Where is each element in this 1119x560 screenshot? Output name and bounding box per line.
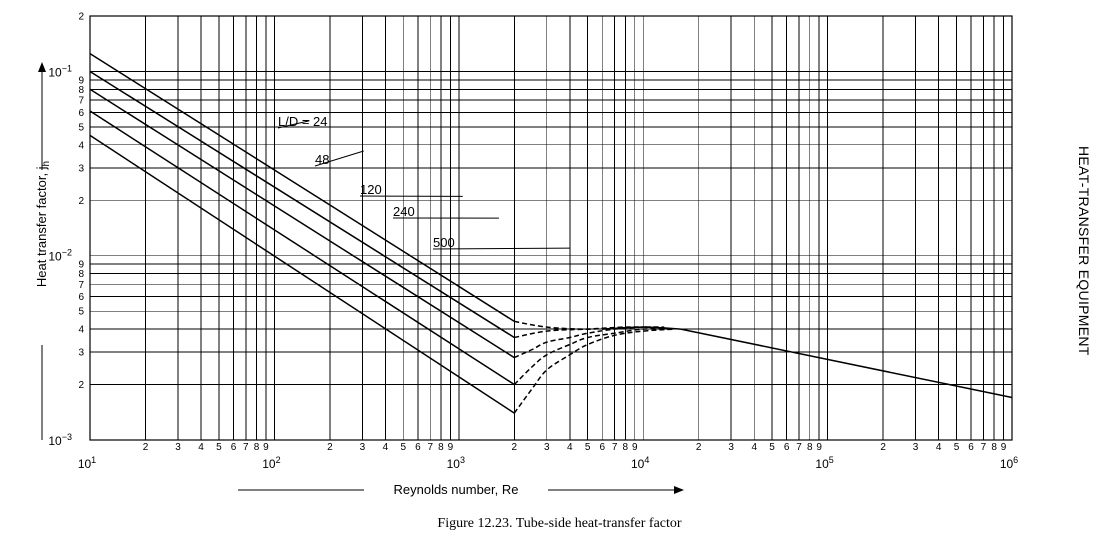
y-axis-arrow-head <box>38 62 46 72</box>
y-axis-title: Heat transfer factor, jh <box>34 62 52 440</box>
laminar-curve <box>89 110 515 386</box>
transition-curve <box>513 326 665 359</box>
curves <box>89 52 1013 414</box>
x-tick-label: 5 <box>585 442 591 453</box>
annotation-label: 240 <box>393 204 415 219</box>
x-axis-title: Reynolds number, Re <box>238 482 684 497</box>
x-tick-label: 2 <box>327 442 333 453</box>
y-tick-label: 6 <box>78 292 84 303</box>
figure-caption: Figure 12.23. Tube-side heat-transfer fa… <box>437 516 682 531</box>
y-decade-label: 10−2 <box>48 248 72 264</box>
y-tick-label: 5 <box>78 122 84 133</box>
x-tick-label: 7 <box>796 442 802 453</box>
x-tick-label: 9 <box>448 442 454 453</box>
x-tick-label: 9 <box>263 442 269 453</box>
x-tick-label: 6 <box>415 442 421 453</box>
y-tick-label-top: 2 <box>78 12 84 23</box>
x-decade-label: 103 <box>447 455 465 471</box>
x-tick-label: 6 <box>600 442 606 453</box>
x-tick-label: 4 <box>936 442 942 453</box>
page-side-label: HEAT-TRANSFER EQUIPMENT <box>1076 146 1092 356</box>
y-decade-label: 10−1 <box>48 63 72 79</box>
y-tick-label: 5 <box>78 307 84 318</box>
y-tick-label: 3 <box>78 163 84 174</box>
x-tick-label: 7 <box>243 442 249 453</box>
x-decade-label: 102 <box>262 455 280 471</box>
annotation-label: L/D = 24 <box>278 114 328 129</box>
x-tick-label: 8 <box>438 442 444 453</box>
x-tick-label: 4 <box>383 442 389 453</box>
y-tick-label: 8 <box>78 269 84 280</box>
x-decade-label: 106 <box>1000 455 1018 471</box>
x-tick-label: 3 <box>360 442 366 453</box>
y-tick-label: 2 <box>78 196 84 207</box>
x-tick-label: 4 <box>198 442 204 453</box>
x-tick-label: 8 <box>623 442 629 453</box>
x-tick-label: 3 <box>913 442 919 453</box>
y-tick-label: 9 <box>78 75 84 86</box>
annotation-leader <box>314 150 364 167</box>
curve-annotations: L/D = 24 48 120 240 500 <box>277 114 570 250</box>
y-tick-label: 2 <box>78 380 84 391</box>
y-tick-label: 6 <box>78 108 84 119</box>
x-tick-label: 8 <box>254 442 260 453</box>
x-tick-label: 5 <box>401 442 407 453</box>
x-tick-label: 9 <box>632 442 638 453</box>
laminar-curve <box>89 70 515 339</box>
y-tick-label: 9 <box>78 260 84 271</box>
y-decade-label: 10−3 <box>48 432 72 448</box>
x-axis-arrow-head <box>674 486 684 494</box>
annotation-leader <box>432 247 570 250</box>
x-tick-label: 3 <box>544 442 550 453</box>
turbulent-curve <box>602 326 1013 399</box>
grid-lines <box>90 16 1012 440</box>
x-tick-label: 2 <box>512 442 518 453</box>
y-tick-label: 4 <box>78 325 84 336</box>
x-tick-label: 9 <box>1001 442 1007 453</box>
x-tick-label: 7 <box>427 442 433 453</box>
x-tick-label: 3 <box>175 442 181 453</box>
y-axis-label: Heat transfer factor, jh <box>34 161 52 287</box>
x-tick-label: 5 <box>769 442 775 453</box>
x-tick-label: 6 <box>231 442 237 453</box>
laminar-curve <box>89 52 515 323</box>
x-axis-label: Reynolds number, Re <box>393 482 518 497</box>
x-tick-label: 2 <box>696 442 702 453</box>
x-decade-label: 101 <box>78 455 96 471</box>
annotation-leader <box>277 120 310 129</box>
y-tick-label: 8 <box>78 85 84 96</box>
y-tick-label: 7 <box>78 280 84 291</box>
x-tick-label: 7 <box>612 442 618 453</box>
x-decade-label: 104 <box>631 455 649 471</box>
x-tick-label: 6 <box>784 442 790 453</box>
x-tick-label: 2 <box>143 442 149 453</box>
annotation-label: 48 <box>315 152 329 167</box>
transition-curve <box>513 328 671 386</box>
plot-frame <box>89 15 1013 441</box>
annotation-label: 120 <box>360 182 382 197</box>
transition-curve <box>513 328 676 414</box>
x-tick-label: 4 <box>567 442 573 453</box>
x-tick-label: 5 <box>216 442 222 453</box>
x-tick-label: 5 <box>954 442 960 453</box>
y-tick-label: 4 <box>78 140 84 151</box>
laminar-curve <box>89 134 515 414</box>
y-tick-label: 7 <box>78 96 84 107</box>
x-tick-label: 7 <box>981 442 987 453</box>
laminar-curve <box>89 88 515 359</box>
x-tick-label: 8 <box>807 442 813 453</box>
x-tick-label: 3 <box>728 442 734 453</box>
annotation-label: 500 <box>433 235 455 250</box>
y-tick-label: 3 <box>78 348 84 359</box>
x-tick-label: 9 <box>816 442 822 453</box>
x-tick-label: 6 <box>968 442 974 453</box>
x-tick-label: 4 <box>751 442 757 453</box>
x-decade-label: 105 <box>815 455 833 471</box>
x-tick-label: 8 <box>991 442 997 453</box>
x-tick-label: 2 <box>880 442 886 453</box>
